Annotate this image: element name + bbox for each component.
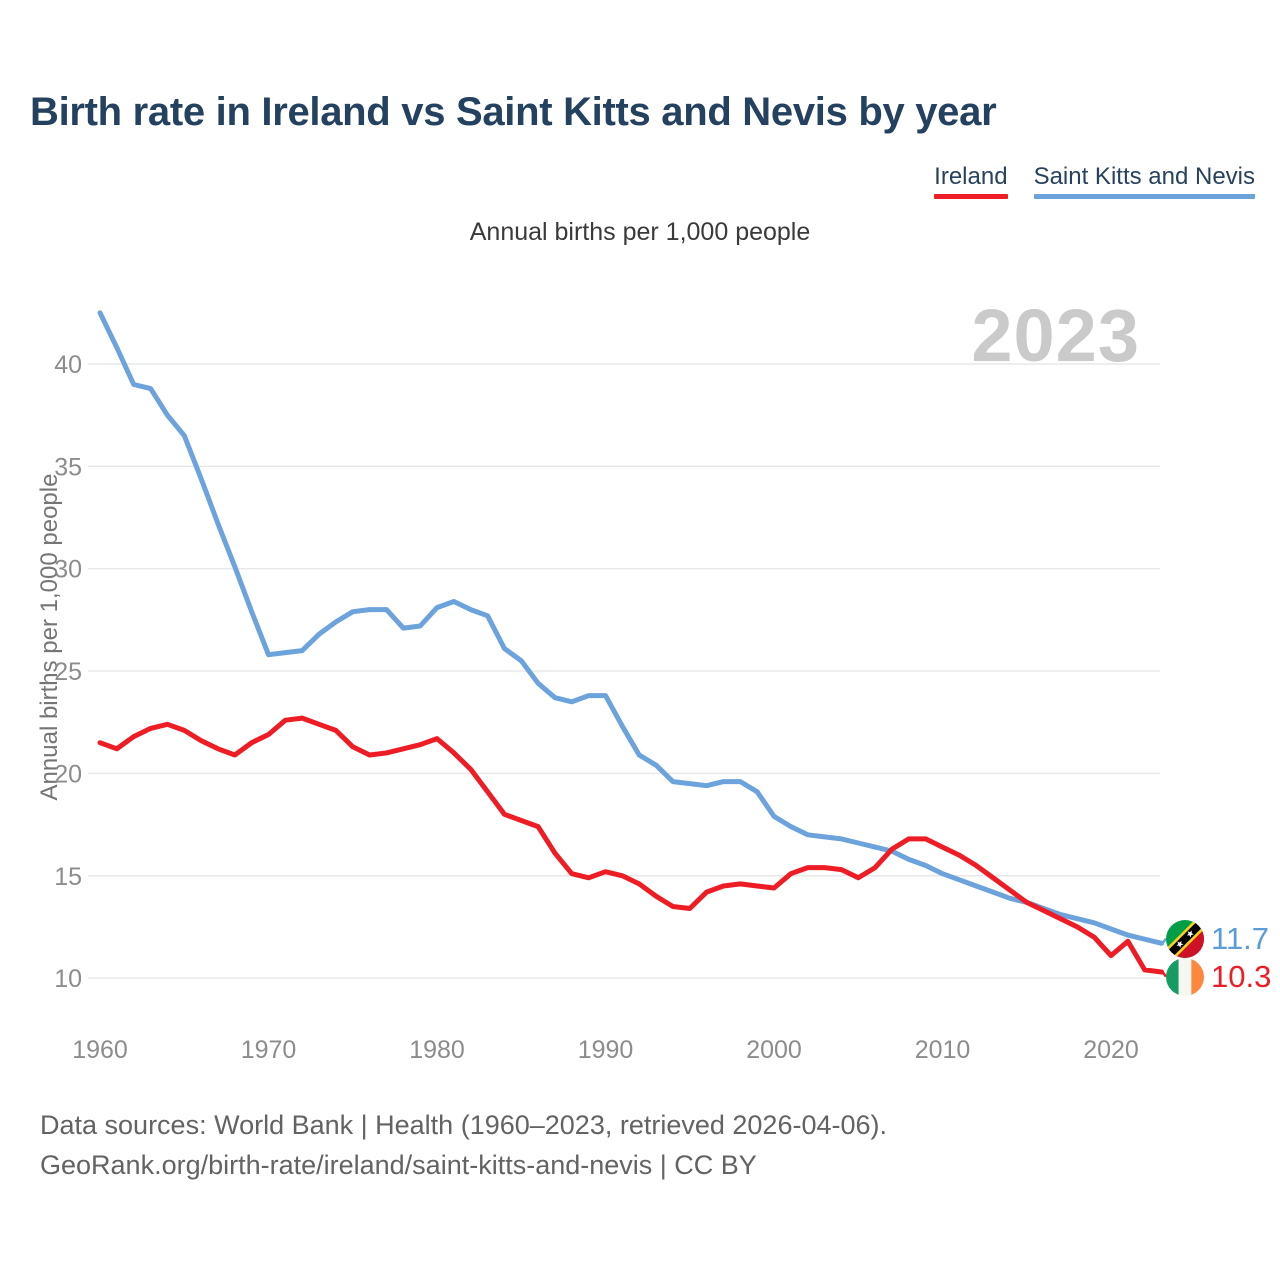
legend-bar-saint-kitts-and-nevis [1033, 194, 1255, 199]
saint-kitts-and-nevis-flag-icon [1166, 920, 1204, 958]
end-value-ireland: 10.3 [1211, 959, 1272, 994]
y-tick-35: 35 [54, 453, 82, 481]
x-tick-1990: 1990 [578, 1036, 634, 1064]
x-tick-2010: 2010 [915, 1036, 971, 1064]
watermark-year: 2023 [971, 294, 1140, 377]
footer-data-sources: Data sources: World Bank | Health (1960–… [40, 1110, 887, 1140]
legend: Ireland Saint Kitts and Nevis [934, 163, 1255, 199]
end-value-saint-kitts-and-nevis: 11.7 [1211, 921, 1270, 956]
legend-bar-ireland [934, 194, 1008, 199]
page-title: Birth rate in Ireland vs Saint Kitts and… [30, 90, 997, 134]
end-connector-saint-kitts-and-nevis [1161, 937, 1168, 945]
x-tick-1980: 1980 [409, 1036, 465, 1064]
end-label-ireland: 10.3 [1166, 958, 1271, 996]
chart-subtitle: Annual births per 1,000 people [469, 218, 811, 246]
x-tick-1960: 1960 [72, 1036, 128, 1064]
x-tick-1970: 1970 [241, 1036, 297, 1064]
y-tick-30: 30 [54, 556, 82, 584]
footer: Data sources: World Bank | Health (1960–… [40, 1105, 887, 1185]
line-saint-kitts-and-nevis [97, 310, 1165, 946]
end-label-saint-kitts-and-nevis: 11.7 [1166, 920, 1269, 958]
legend-label-saint-kitts-and-nevis: Saint Kitts and Nevis [1033, 163, 1255, 190]
y-tick-10: 10 [54, 965, 82, 993]
legend-item-ireland[interactable]: Ireland [934, 163, 1008, 199]
x-tick-2020: 2020 [1083, 1036, 1139, 1064]
y-tick-15: 15 [54, 863, 82, 891]
footer-attribution: GeoRank.org/birth-rate/ireland/saint-kit… [40, 1150, 757, 1180]
x-tick-2000: 2000 [746, 1036, 802, 1064]
y-tick-20: 20 [54, 760, 82, 788]
end-connector-ireland [1161, 971, 1168, 978]
legend-item-saint-kitts-and-nevis[interactable]: Saint Kitts and Nevis [1033, 163, 1255, 199]
line-ireland [97, 715, 1165, 975]
y-tick-25: 25 [54, 658, 82, 686]
y-tick-40: 40 [54, 351, 82, 379]
legend-label-ireland: Ireland [934, 163, 1008, 190]
ireland-flag-icon [1166, 958, 1204, 996]
